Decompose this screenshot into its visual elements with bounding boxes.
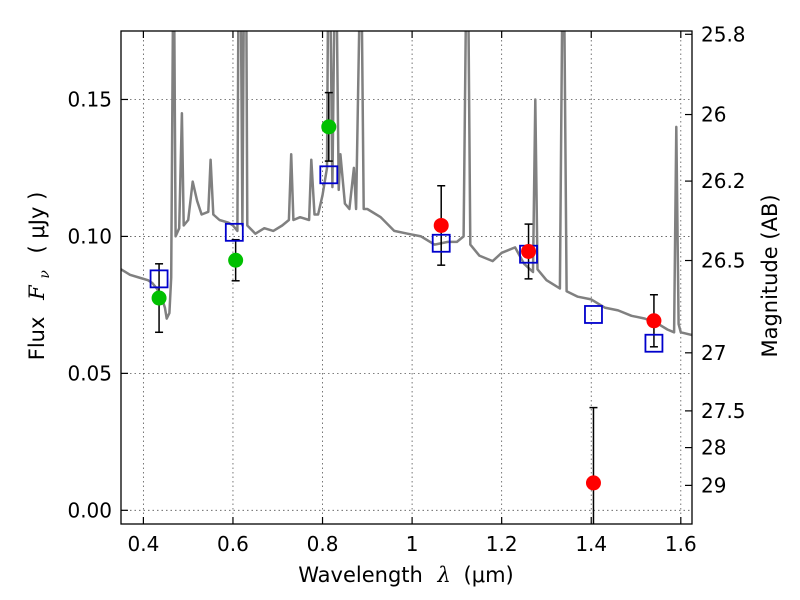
error-bars (155, 91, 658, 524)
x-tick-label: 1.4 (575, 532, 607, 556)
model-photometry-square (431, 233, 451, 253)
green-data-point (321, 119, 337, 135)
x-axis-ticks: 0.4 0.6 0.8 1 1.2 1.4 1.6 (127, 31, 697, 556)
x-tick-label: 0.8 (307, 532, 339, 556)
x-axis-title: Wavelength λ (μm) (298, 563, 513, 587)
x-tick-label: 1.2 (486, 532, 518, 556)
y-axis-ticks: 0.00 0.05 0.10 0.15 (67, 87, 128, 522)
x-axis-symbol: λ (437, 563, 451, 587)
model-spectrum-line (121, 31, 692, 337)
y-tick-label: 0.10 (67, 224, 112, 248)
y-axis-symbol: F (25, 284, 49, 301)
y-tick-label: 0.05 (67, 361, 112, 385)
y2-axis-ticks: 25.8 26 26.2 26.5 27 27.5 28 29 (685, 22, 746, 497)
model-photometry-square (224, 222, 244, 242)
x-axis-label: Wavelength (298, 563, 423, 587)
x-axis-unit: (μm) (464, 563, 514, 587)
y-tick-label: 0.00 (67, 498, 112, 522)
red-data-point (646, 313, 662, 329)
green-data-point (151, 290, 167, 306)
x-tick-label: 0.6 (217, 532, 249, 556)
model-photometry-square (149, 269, 169, 289)
green-data-point (228, 252, 244, 268)
model-photometry-square (584, 305, 603, 324)
red-data-point (585, 475, 601, 491)
y2-axis-title: Magnitude (AB) (758, 194, 782, 357)
red-data-point (521, 243, 537, 259)
y2-tick-label: 27.5 (701, 399, 746, 423)
y-axis-label: Flux (25, 317, 49, 361)
grid (121, 31, 692, 524)
y2-tick-label: 25.8 (701, 22, 746, 46)
y-axis-unit: ( μJy ) (25, 192, 49, 254)
red-data-point (433, 217, 449, 233)
model-photometry-squares (149, 165, 664, 353)
y-axis-subscript: ν (37, 270, 53, 279)
y2-tick-label: 27 (701, 341, 726, 365)
y-tick-label: 0.15 (67, 87, 112, 111)
y2-tick-label: 28 (701, 436, 726, 460)
x-tick-label: 1.6 (665, 532, 697, 556)
model-spectrum (121, 31, 692, 337)
y2-tick-label: 26 (701, 103, 726, 127)
x-tick-label: 1 (406, 532, 419, 556)
observed-photometry-points (151, 119, 662, 491)
x-tick-label: 0.4 (127, 532, 159, 556)
y2-tick-label: 26.5 (701, 249, 746, 273)
y2-tick-label: 29 (701, 473, 726, 497)
model-photometry-square (319, 165, 339, 185)
y-axis-title: Flux F ν ( μJy ) (25, 192, 54, 361)
y2-tick-label: 26.2 (701, 169, 746, 193)
plot-frame (120, 30, 693, 525)
model-photometry-square (644, 333, 664, 353)
